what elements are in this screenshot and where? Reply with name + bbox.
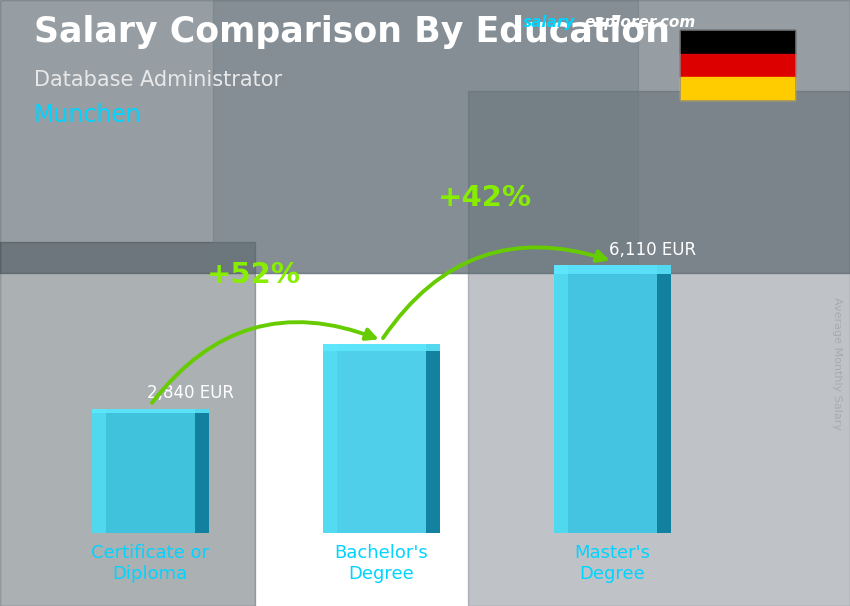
Text: Salary Comparison By Education: Salary Comparison By Education: [34, 15, 670, 49]
Text: Average Monthly Salary: Average Monthly Salary: [832, 297, 842, 430]
Text: 4,310 EUR: 4,310 EUR: [378, 320, 465, 338]
Bar: [323, 344, 337, 533]
Bar: [323, 344, 440, 533]
Bar: [0, 242, 255, 606]
Bar: [212, 0, 638, 273]
Bar: [92, 408, 209, 533]
Text: Database Administrator: Database Administrator: [34, 70, 282, 90]
Text: salary: salary: [523, 15, 575, 30]
Bar: [468, 91, 850, 606]
Bar: [92, 408, 106, 533]
Text: 6,110 EUR: 6,110 EUR: [609, 241, 696, 259]
Text: 2,840 EUR: 2,840 EUR: [147, 384, 234, 402]
Bar: [657, 265, 672, 533]
Bar: [554, 265, 671, 533]
Bar: [554, 265, 671, 275]
Bar: [554, 265, 568, 533]
Bar: [0, 0, 850, 273]
Text: +52%: +52%: [207, 261, 301, 288]
Text: Munchen: Munchen: [34, 103, 142, 127]
Bar: [323, 344, 440, 350]
Bar: [195, 408, 209, 533]
Bar: [426, 344, 440, 533]
Text: explorer.com: explorer.com: [585, 15, 696, 30]
Text: +42%: +42%: [438, 184, 532, 212]
Bar: [92, 408, 209, 413]
